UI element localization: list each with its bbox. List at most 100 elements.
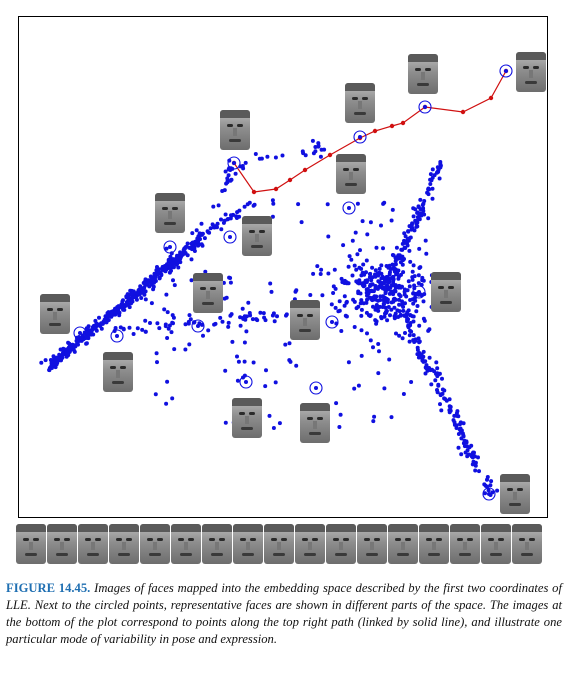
path-point xyxy=(273,186,279,192)
data-point xyxy=(275,314,279,319)
strip-face xyxy=(450,524,480,564)
data-point xyxy=(232,161,236,165)
data-point xyxy=(448,405,453,410)
strip-face xyxy=(202,524,232,564)
data-point xyxy=(326,271,331,276)
data-point xyxy=(339,329,344,333)
data-point xyxy=(171,321,175,326)
data-point xyxy=(330,320,334,324)
data-point xyxy=(294,363,299,368)
data-point xyxy=(406,229,411,234)
data-point xyxy=(411,314,416,319)
data-point xyxy=(50,362,55,367)
data-point xyxy=(288,359,293,364)
data-point xyxy=(430,167,435,172)
data-point xyxy=(409,380,414,384)
face-thumbnail xyxy=(300,403,330,443)
data-point xyxy=(157,326,162,331)
data-point xyxy=(438,402,442,407)
data-point xyxy=(206,230,211,235)
data-point xyxy=(442,396,447,401)
data-point xyxy=(236,359,241,364)
data-point xyxy=(382,281,386,286)
data-point xyxy=(401,392,406,396)
data-point xyxy=(410,297,415,302)
data-point xyxy=(243,317,248,322)
data-point xyxy=(405,288,410,293)
data-point xyxy=(313,149,318,154)
data-point xyxy=(267,413,272,418)
data-point xyxy=(465,454,470,459)
data-point xyxy=(378,304,382,309)
data-point xyxy=(361,301,366,306)
data-point xyxy=(195,239,199,244)
data-point xyxy=(164,292,169,297)
data-point xyxy=(504,69,508,73)
data-point xyxy=(124,303,129,308)
data-point xyxy=(139,296,144,300)
data-point xyxy=(188,317,193,322)
data-point xyxy=(294,288,299,293)
data-point xyxy=(398,312,403,317)
data-point xyxy=(477,469,481,474)
data-point xyxy=(93,318,98,323)
data-point xyxy=(381,301,386,306)
path-point xyxy=(287,177,293,183)
data-point xyxy=(388,270,392,275)
data-point xyxy=(372,414,377,419)
data-point xyxy=(423,105,427,109)
data-point xyxy=(402,231,407,236)
data-point xyxy=(411,333,416,338)
data-point xyxy=(359,298,364,303)
data-point xyxy=(383,305,388,310)
data-point xyxy=(167,323,172,328)
data-point xyxy=(226,324,231,329)
data-point xyxy=(364,310,369,315)
face-thumbnail xyxy=(155,193,185,233)
data-point xyxy=(368,271,373,276)
data-point xyxy=(415,215,420,220)
data-point xyxy=(225,176,230,181)
data-point xyxy=(361,262,366,267)
data-point xyxy=(399,284,404,289)
data-point xyxy=(358,135,362,139)
data-point xyxy=(435,390,440,395)
data-point xyxy=(421,278,426,283)
data-point xyxy=(447,397,452,402)
data-point xyxy=(430,196,435,201)
data-point xyxy=(154,351,159,356)
data-point xyxy=(463,450,468,455)
data-point xyxy=(316,144,321,149)
data-point xyxy=(417,246,422,251)
data-point xyxy=(211,225,216,230)
data-point xyxy=(99,321,104,326)
data-point xyxy=(415,304,420,308)
face-strip xyxy=(16,524,548,564)
data-point xyxy=(476,455,480,460)
data-point xyxy=(417,339,422,344)
data-point xyxy=(228,216,233,221)
data-point xyxy=(406,279,411,284)
data-point xyxy=(230,339,235,344)
data-point xyxy=(365,331,369,336)
data-point xyxy=(432,173,437,178)
data-point xyxy=(223,212,228,217)
data-point xyxy=(459,452,464,457)
data-point xyxy=(155,265,159,269)
data-point xyxy=(390,207,395,212)
data-point xyxy=(400,336,405,341)
data-point xyxy=(172,347,177,352)
data-point xyxy=(397,274,401,279)
data-point xyxy=(423,371,428,376)
data-point xyxy=(367,295,372,300)
data-point xyxy=(355,252,360,257)
data-point xyxy=(116,307,121,312)
data-point xyxy=(247,311,252,315)
data-point xyxy=(84,326,89,331)
data-point xyxy=(483,491,487,496)
data-point xyxy=(421,316,426,321)
data-point xyxy=(371,345,375,350)
data-point xyxy=(392,305,397,310)
data-point xyxy=(271,426,276,430)
data-point xyxy=(271,201,276,206)
